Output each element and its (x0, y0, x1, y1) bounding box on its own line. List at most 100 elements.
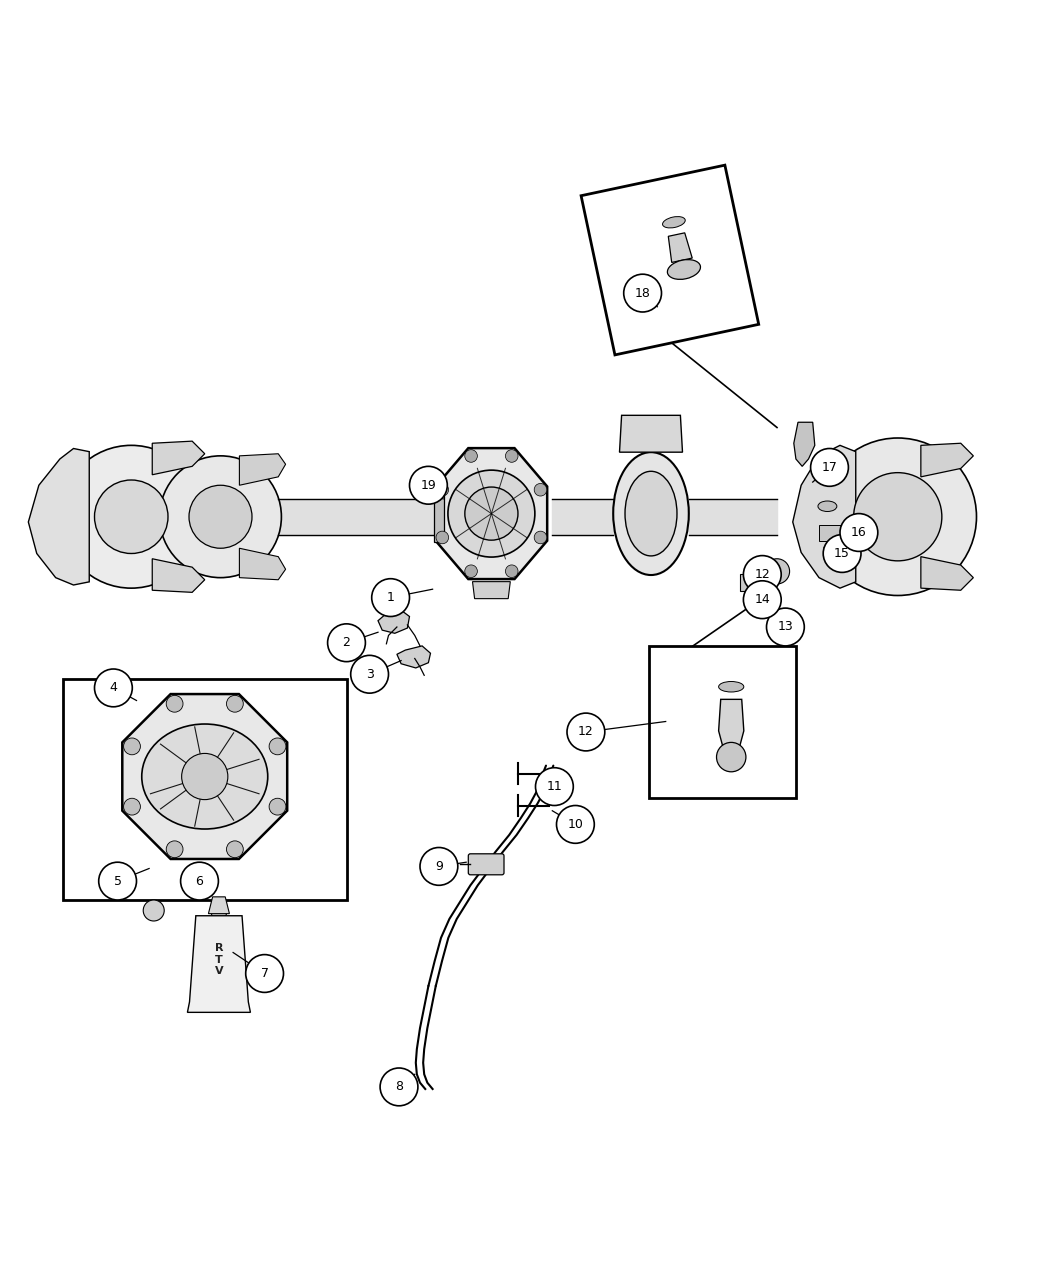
Text: 12: 12 (754, 567, 770, 581)
Circle shape (227, 695, 244, 713)
Polygon shape (378, 611, 410, 634)
Polygon shape (208, 896, 230, 914)
Text: 5: 5 (113, 875, 122, 887)
Text: 9: 9 (435, 859, 443, 873)
Circle shape (227, 842, 244, 858)
Circle shape (420, 848, 458, 885)
Circle shape (436, 483, 448, 496)
Polygon shape (28, 449, 89, 585)
Text: 13: 13 (777, 621, 794, 634)
Circle shape (465, 450, 478, 463)
Polygon shape (921, 444, 973, 477)
Text: 10: 10 (567, 817, 584, 831)
Polygon shape (620, 416, 682, 453)
Polygon shape (921, 557, 973, 590)
Circle shape (766, 608, 804, 646)
Polygon shape (718, 700, 743, 747)
Circle shape (166, 842, 183, 858)
Circle shape (505, 565, 518, 578)
Text: 1: 1 (386, 592, 395, 604)
Polygon shape (794, 422, 815, 467)
Text: 18: 18 (634, 287, 651, 300)
Circle shape (743, 581, 781, 618)
Circle shape (269, 798, 286, 815)
Circle shape (189, 486, 252, 548)
Polygon shape (472, 581, 510, 599)
Circle shape (536, 768, 573, 806)
Circle shape (840, 514, 878, 551)
Circle shape (556, 806, 594, 843)
Circle shape (99, 862, 136, 900)
Text: 12: 12 (579, 725, 594, 738)
Text: 11: 11 (546, 780, 563, 793)
Ellipse shape (613, 453, 689, 575)
Bar (740, 575, 770, 592)
Circle shape (380, 1068, 418, 1105)
Text: 8: 8 (395, 1080, 403, 1094)
FancyBboxPatch shape (468, 854, 504, 875)
Circle shape (624, 274, 662, 312)
Circle shape (534, 532, 547, 543)
Ellipse shape (663, 217, 686, 228)
Circle shape (534, 483, 547, 496)
Circle shape (160, 456, 281, 578)
Circle shape (210, 903, 228, 919)
Text: 14: 14 (754, 593, 770, 606)
Polygon shape (668, 233, 692, 263)
Circle shape (465, 565, 478, 578)
Circle shape (716, 742, 745, 771)
Circle shape (567, 713, 605, 751)
Circle shape (819, 439, 976, 595)
Circle shape (246, 955, 284, 992)
Circle shape (328, 623, 365, 662)
Bar (434, 492, 444, 542)
Polygon shape (239, 454, 286, 486)
Circle shape (823, 534, 861, 572)
Text: 17: 17 (821, 460, 838, 474)
Polygon shape (436, 448, 547, 579)
Polygon shape (188, 915, 251, 1012)
Text: 2: 2 (342, 636, 351, 649)
Circle shape (182, 754, 228, 799)
Text: R
T
V: R T V (214, 944, 224, 977)
Circle shape (505, 450, 518, 463)
Circle shape (143, 900, 164, 921)
Polygon shape (397, 646, 430, 668)
Circle shape (166, 695, 183, 713)
Bar (754, 594, 777, 608)
Text: 19: 19 (420, 478, 437, 492)
Circle shape (811, 449, 848, 486)
Polygon shape (239, 548, 286, 580)
Text: 7: 7 (260, 966, 269, 980)
Circle shape (854, 473, 942, 561)
Circle shape (448, 470, 534, 557)
Circle shape (124, 798, 141, 815)
Text: 15: 15 (834, 547, 851, 560)
Text: 4: 4 (109, 681, 118, 695)
Bar (649, 646, 796, 798)
Circle shape (94, 669, 132, 706)
Ellipse shape (142, 724, 268, 829)
Circle shape (181, 862, 218, 900)
Bar (581, 166, 759, 354)
Circle shape (465, 487, 518, 541)
Circle shape (372, 579, 410, 617)
Bar (819, 525, 845, 541)
Circle shape (743, 556, 781, 593)
Polygon shape (122, 694, 288, 859)
Ellipse shape (818, 501, 837, 511)
Text: 16: 16 (850, 527, 867, 539)
Text: 6: 6 (195, 875, 204, 887)
Circle shape (94, 479, 168, 553)
Polygon shape (152, 441, 205, 474)
Circle shape (764, 558, 790, 584)
Circle shape (436, 532, 448, 543)
Ellipse shape (718, 682, 743, 692)
Ellipse shape (625, 472, 677, 556)
Circle shape (124, 738, 141, 755)
Circle shape (60, 445, 203, 588)
Polygon shape (152, 558, 205, 593)
Text: 3: 3 (365, 668, 374, 681)
Circle shape (351, 655, 388, 694)
Circle shape (269, 738, 286, 755)
